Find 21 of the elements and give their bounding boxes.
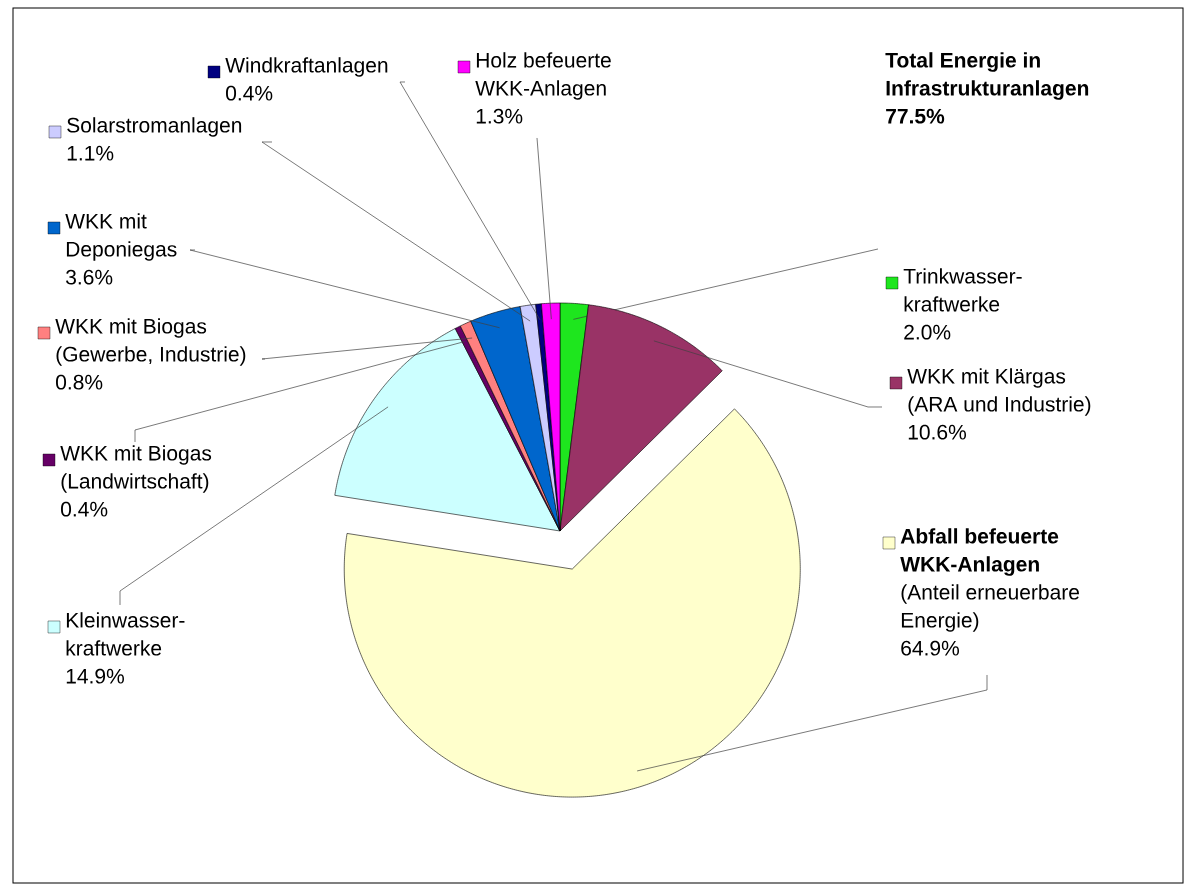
legend-label: Kleinwasser-kraftwerke: [66, 612, 185, 656]
data-label: 1.1%: [67, 145, 114, 161]
text: Total Energie in Infrastrukturanlagen 77.5%: [885, 52, 1089, 124]
data-label: 0.8%: [56, 374, 103, 390]
legend-label: WKK mit Deponiegas: [65, 213, 177, 261]
data-label: 2.0%: [904, 324, 951, 340]
legend-label: Windkraftanlagen: [225, 57, 388, 77]
data-label: 0.4%: [61, 501, 108, 517]
legend-label: WKK mit Klärgas (ARA und Industrie): [907, 368, 1091, 416]
data-label: 64.9%: [901, 640, 959, 656]
legend-label: WKK mit Biogas (Landwirtschaft): [60, 445, 212, 493]
data-label: 3.6%: [66, 269, 113, 285]
legend-label: Solarstromanlagen: [67, 117, 242, 137]
data-label: 0.4%: [226, 85, 273, 101]
legend-label: Holz befeuerte WKK-Anlagen: [475, 52, 611, 100]
legend-label: WKK mit Biogas (Gewerbe, Industrie): [55, 318, 246, 366]
data-label: 1.3%: [476, 108, 523, 124]
data-label: 14.9%: [66, 668, 124, 684]
legend-label: Trinkwasser-kraftwerke: [903, 268, 1022, 312]
legend-label: Abfall befeuerte WKK-Anlagen (Anteil erneuerbare Energie): [900, 528, 1079, 632]
data-label: 10.6%: [908, 424, 967, 440]
